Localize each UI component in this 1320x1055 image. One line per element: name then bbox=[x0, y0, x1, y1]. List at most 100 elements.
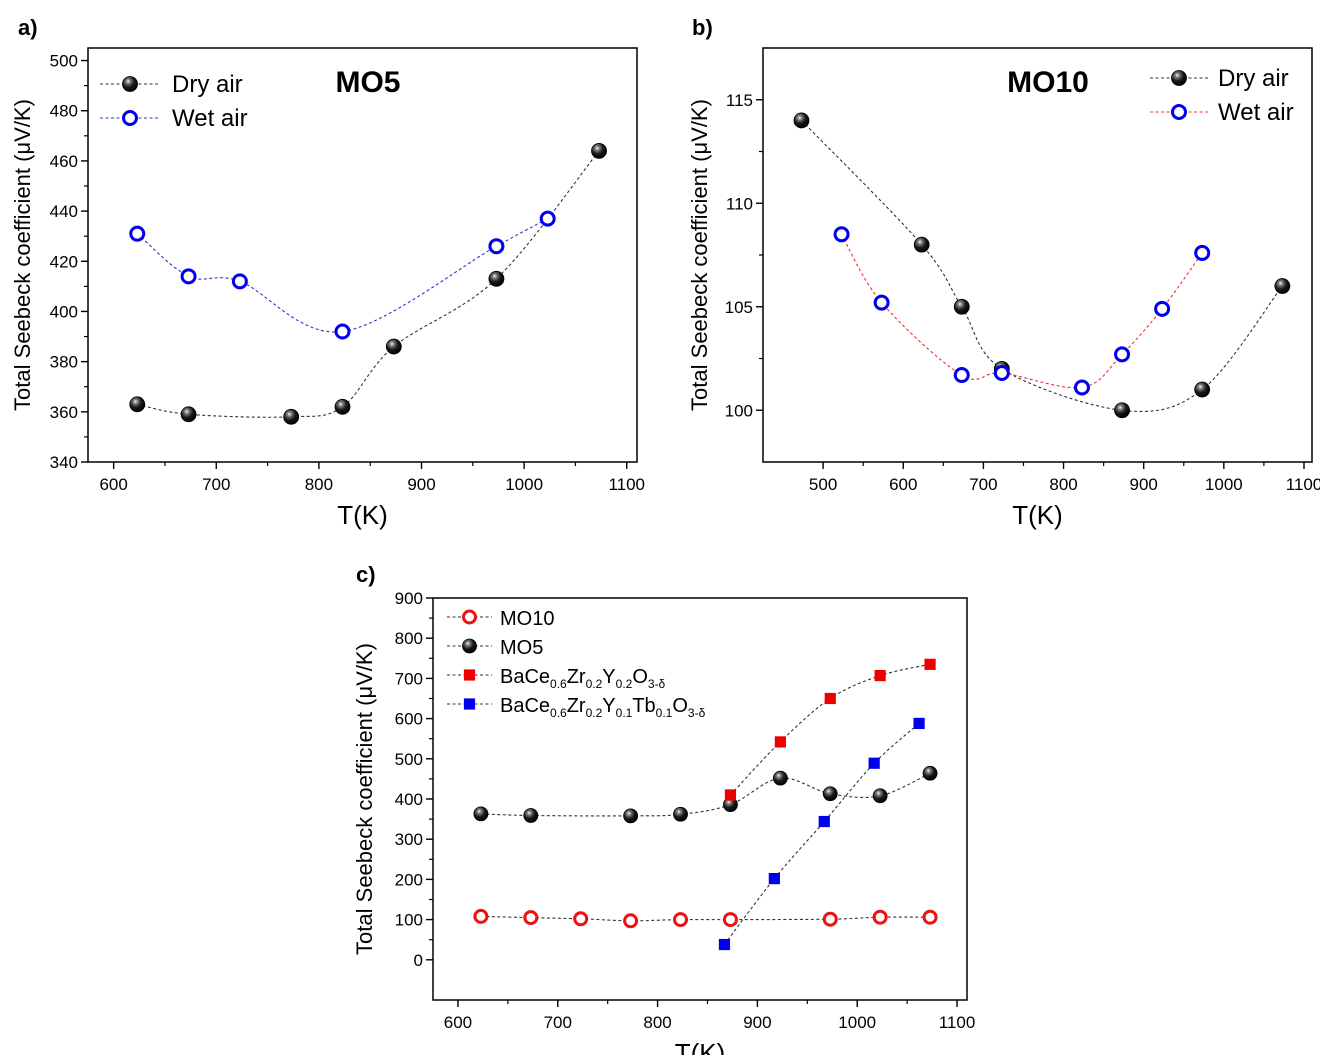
data-point bbox=[913, 236, 930, 253]
x-tick-label: 700 bbox=[544, 1013, 572, 1032]
series-line bbox=[136, 218, 548, 333]
data-point bbox=[768, 872, 780, 885]
data-point bbox=[874, 669, 886, 682]
series-line bbox=[480, 772, 931, 817]
data-point bbox=[1194, 244, 1211, 261]
y-axis-title: Total Seebeck coefficient (μV/K) bbox=[352, 643, 377, 955]
series-line bbox=[724, 722, 920, 945]
y-axis-title: Total Seebeck coefficient (μV/K) bbox=[687, 99, 712, 411]
y-tick-label: 420 bbox=[50, 252, 78, 271]
legend-label: BaCe0.6Zr0.2Y0.2O3-δ bbox=[500, 666, 666, 691]
x-tick-label: 800 bbox=[1049, 475, 1077, 494]
y-tick-label: 500 bbox=[395, 750, 423, 769]
data-point bbox=[1274, 278, 1291, 294]
data-point bbox=[924, 658, 936, 670]
data-point bbox=[1194, 381, 1211, 398]
data-point bbox=[872, 788, 888, 804]
data-point bbox=[334, 323, 351, 340]
x-tick-label: 800 bbox=[305, 475, 333, 494]
legend-label: Dry air bbox=[1218, 65, 1289, 92]
data-point bbox=[573, 911, 589, 927]
data-point bbox=[1114, 346, 1131, 363]
data-point bbox=[473, 908, 489, 924]
data-point bbox=[623, 808, 639, 824]
data-point bbox=[724, 789, 737, 801]
data-point bbox=[523, 808, 539, 823]
x-axis-title: T(K) bbox=[337, 500, 388, 530]
chart-panel-2: 600 700 800 900 1000 1100 0 100 200 300 400 500 600 7… bbox=[352, 562, 975, 1055]
data-point bbox=[872, 909, 888, 925]
data-point bbox=[833, 226, 850, 243]
y-tick-label: 105 bbox=[725, 298, 753, 317]
plot-frame bbox=[87, 47, 638, 463]
x-tick-label: 1100 bbox=[939, 1013, 976, 1032]
data-point bbox=[718, 938, 731, 951]
data-point bbox=[283, 408, 300, 425]
series-line bbox=[137, 150, 600, 418]
data-point bbox=[818, 815, 830, 828]
x-tick-label: 1000 bbox=[838, 1013, 876, 1032]
legend: Dry air Wet air bbox=[1150, 65, 1294, 126]
y-tick-label: 480 bbox=[50, 102, 78, 121]
series-line bbox=[729, 663, 931, 796]
y-tick-label: 800 bbox=[395, 629, 423, 648]
legend-marker bbox=[1171, 70, 1187, 86]
data-point bbox=[1114, 402, 1130, 419]
data-point bbox=[822, 911, 838, 927]
x-tick-label: 1000 bbox=[1205, 475, 1243, 494]
x-tick-label: 800 bbox=[643, 1013, 671, 1032]
legend: MO10 MO5 BaCe0.6Zr0.2Y0.2O3-δ BaCe0.6Zr0.2Y… bbox=[447, 608, 706, 720]
y-tick-label: 0 bbox=[414, 951, 423, 970]
data-point bbox=[129, 225, 146, 242]
x-tick-label: 1100 bbox=[608, 475, 645, 494]
legend-marker bbox=[463, 698, 476, 710]
y-tick-label: 460 bbox=[50, 152, 78, 171]
series-line bbox=[480, 915, 931, 922]
y-tick-label: 360 bbox=[50, 403, 78, 422]
y-tick-label: 200 bbox=[395, 870, 423, 889]
y-tick-label: 700 bbox=[395, 669, 423, 688]
series-line bbox=[801, 120, 1283, 412]
y-tick-label: 600 bbox=[395, 710, 423, 729]
legend-label: Wet air bbox=[172, 105, 248, 132]
data-point bbox=[793, 112, 810, 129]
y-tick-label: 500 bbox=[50, 52, 78, 71]
x-tick-label: 600 bbox=[99, 475, 127, 494]
data-point bbox=[953, 367, 970, 384]
y-tick-label: 440 bbox=[50, 202, 78, 221]
data-point bbox=[180, 268, 197, 285]
data-point bbox=[231, 273, 248, 290]
legend-marker bbox=[1171, 104, 1187, 120]
x-tick-label: 900 bbox=[1130, 475, 1158, 494]
data-point bbox=[953, 298, 970, 315]
data-point bbox=[129, 396, 146, 413]
data-point bbox=[180, 406, 197, 423]
data-point bbox=[334, 398, 351, 415]
data-point bbox=[473, 806, 489, 822]
chart-title: MO10 bbox=[1007, 66, 1089, 99]
data-point bbox=[922, 909, 938, 925]
x-tick-label: 1100 bbox=[1286, 475, 1320, 494]
data-point bbox=[523, 910, 539, 926]
y-tick-label: 400 bbox=[50, 302, 78, 321]
chart-panel-0: 600 700 800 900 1000 1100 340 360 380 400 420 440 46… bbox=[10, 15, 645, 530]
chart-panel-1: 500 600 700 800 900 1000 1100 100 105 110 115 T(K) T… bbox=[687, 15, 1320, 530]
data-point bbox=[772, 770, 788, 786]
legend-label: MO10 bbox=[500, 608, 554, 630]
data-point bbox=[539, 210, 556, 227]
data-point bbox=[868, 757, 880, 769]
data-point bbox=[922, 765, 938, 781]
x-tick-label: 1000 bbox=[505, 475, 543, 494]
data-point bbox=[385, 338, 402, 355]
x-tick-label: 500 bbox=[809, 475, 837, 494]
data-point bbox=[822, 786, 838, 802]
panel-label: a) bbox=[18, 15, 38, 40]
legend-label: BaCe0.6Zr0.2Y0.1Tb0.1O3-δ bbox=[500, 695, 706, 720]
x-axis-title: T(K) bbox=[1012, 500, 1063, 530]
data-point bbox=[774, 736, 786, 748]
legend-label: MO5 bbox=[500, 637, 543, 659]
legend-marker bbox=[122, 110, 138, 126]
x-tick-label: 600 bbox=[444, 1013, 472, 1032]
panel-label: c) bbox=[356, 562, 376, 587]
